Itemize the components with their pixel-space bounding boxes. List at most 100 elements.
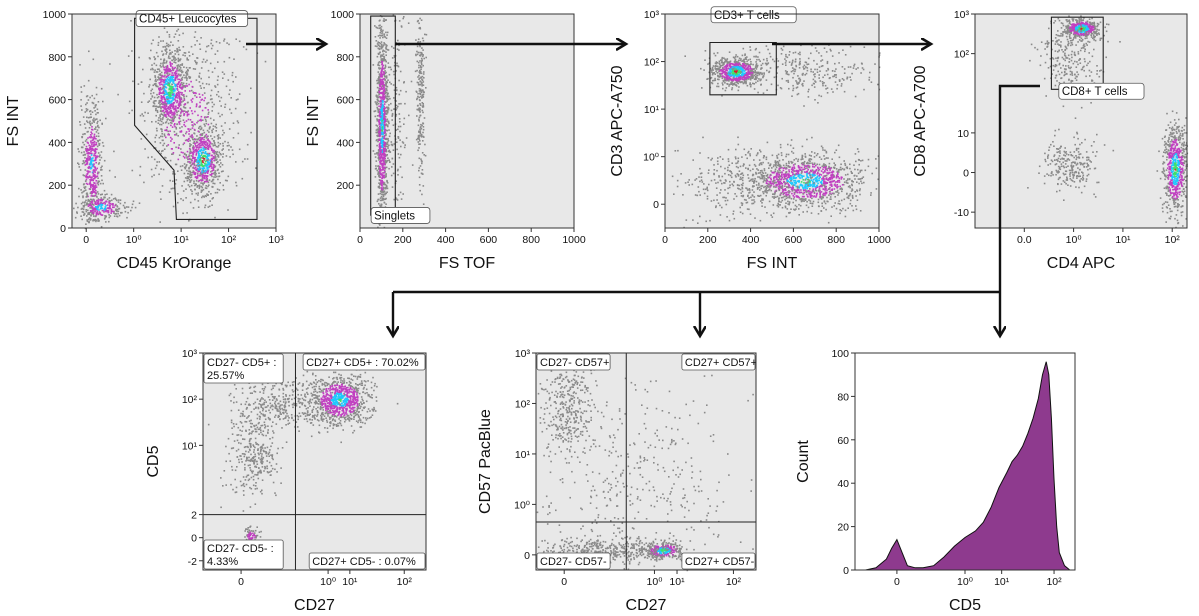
- event-dot: [91, 206, 94, 208]
- event-dot: [419, 132, 422, 135]
- event-dot: [169, 101, 171, 103]
- event-dot: [169, 112, 171, 114]
- event-dot: [95, 135, 98, 137]
- event-dot: [97, 193, 100, 195]
- event-dot: [165, 91, 168, 94]
- event-dot: [162, 90, 165, 92]
- event-dot: [222, 156, 224, 158]
- event-dot: [93, 154, 95, 157]
- event-dot: [384, 78, 386, 81]
- event-dot: [753, 71, 755, 74]
- event-dot: [174, 100, 177, 102]
- event-dot: [386, 191, 388, 193]
- event-dot: [95, 220, 97, 223]
- event-dot: [193, 123, 195, 125]
- event-dot: [207, 116, 209, 118]
- event-dot: [736, 60, 738, 63]
- event-dot: [91, 147, 93, 150]
- event-dot: [729, 78, 732, 80]
- event-dot: [417, 141, 420, 143]
- event-dot: [160, 152, 162, 155]
- event-dot: [825, 88, 827, 90]
- event-dot: [738, 57, 741, 60]
- event-dot: [91, 158, 93, 160]
- event-dot: [209, 62, 212, 65]
- event-dot: [159, 101, 161, 103]
- event-dot: [174, 33, 177, 35]
- event-dot: [745, 69, 747, 71]
- event-dot: [91, 136, 93, 139]
- event-dot: [835, 74, 837, 76]
- event-dot: [377, 96, 380, 99]
- event-dot: [384, 145, 387, 148]
- event-dot: [130, 209, 132, 212]
- event-dot: [147, 101, 149, 103]
- event-dot: [383, 112, 386, 114]
- event-dot: [377, 154, 379, 156]
- event-dot: [385, 129, 388, 132]
- event-dot: [188, 133, 190, 135]
- event-dot: [375, 26, 378, 29]
- event-dot: [168, 88, 170, 91]
- event-dot: [165, 105, 168, 108]
- event-dot: [761, 72, 763, 75]
- event-dot: [167, 95, 169, 98]
- event-dot: [378, 187, 381, 189]
- event-dot: [186, 79, 188, 81]
- event-dot: [717, 75, 719, 78]
- event-dot: [378, 92, 380, 94]
- event-dot: [728, 69, 731, 71]
- event-dot: [417, 109, 420, 111]
- event-dot: [387, 106, 390, 109]
- event-dot: [726, 61, 729, 63]
- event-dot: [382, 198, 385, 201]
- event-dot: [110, 208, 113, 211]
- event-dot: [807, 96, 810, 98]
- event-dot: [196, 40, 198, 42]
- event-dot: [154, 78, 157, 81]
- event-dot: [723, 68, 726, 70]
- event-dot: [712, 69, 714, 71]
- event-dot: [383, 151, 385, 154]
- event-dot: [183, 124, 185, 126]
- event-dot: [752, 68, 755, 70]
- event-dot: [376, 101, 378, 103]
- event-dot: [79, 124, 82, 126]
- event-dot: [811, 84, 813, 87]
- event-dot: [727, 61, 730, 64]
- event-dot: [157, 96, 160, 98]
- event-dot: [231, 71, 234, 74]
- event-dot: [383, 190, 386, 193]
- event-dot: [174, 125, 176, 128]
- event-dot: [416, 45, 419, 48]
- event-dot: [79, 64, 81, 66]
- event-dot: [716, 85, 718, 88]
- event-dot: [757, 72, 760, 75]
- event-dot: [217, 112, 220, 115]
- event-dot: [237, 132, 240, 135]
- event-dot: [724, 72, 727, 74]
- event-dot: [378, 155, 381, 157]
- event-dot: [388, 135, 391, 138]
- event-dot: [192, 146, 194, 149]
- event-dot: [377, 52, 380, 55]
- event-dot: [189, 172, 192, 174]
- event-dot: [746, 63, 749, 65]
- event-dot: [390, 141, 393, 143]
- event-dot: [382, 182, 384, 185]
- event-dot: [232, 153, 234, 156]
- event-dot: [90, 185, 92, 188]
- event-dot: [179, 64, 182, 66]
- event-dot: [245, 48, 248, 51]
- event-dot: [217, 178, 219, 181]
- event-dot: [88, 144, 90, 147]
- event-dot: [87, 148, 90, 151]
- event-dot: [161, 139, 164, 142]
- event-dot: [92, 185, 95, 187]
- event-dot: [379, 197, 382, 199]
- event-dot: [390, 102, 392, 105]
- event-dot: [172, 74, 175, 76]
- event-dot: [388, 122, 390, 125]
- event-dot: [113, 212, 115, 214]
- event-dot: [189, 162, 191, 164]
